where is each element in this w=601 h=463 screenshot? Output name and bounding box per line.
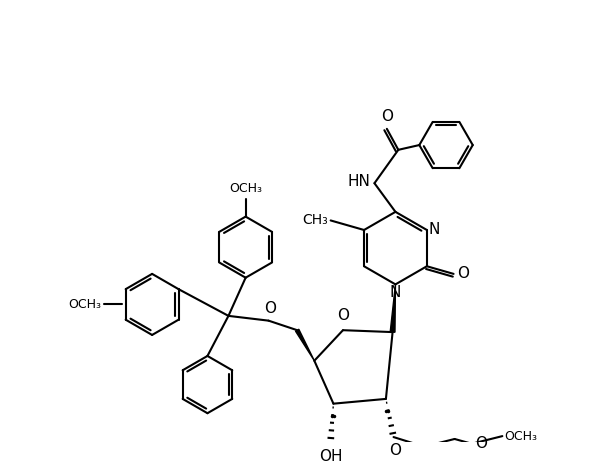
Text: O: O — [381, 109, 393, 124]
Text: HN: HN — [348, 174, 371, 189]
Text: OCH₃: OCH₃ — [229, 181, 262, 194]
Text: O: O — [475, 436, 487, 451]
Text: CH₃: CH₃ — [302, 213, 328, 227]
Text: OCH₃: OCH₃ — [69, 298, 102, 311]
Text: O: O — [457, 266, 469, 282]
Text: OCH₃: OCH₃ — [504, 430, 537, 443]
Text: OH: OH — [319, 450, 343, 463]
Text: O: O — [264, 301, 276, 316]
Text: O: O — [389, 443, 401, 458]
Text: N: N — [390, 285, 401, 300]
Text: O: O — [337, 307, 349, 323]
Polygon shape — [296, 329, 314, 361]
Text: N: N — [429, 223, 440, 238]
Polygon shape — [390, 284, 395, 332]
